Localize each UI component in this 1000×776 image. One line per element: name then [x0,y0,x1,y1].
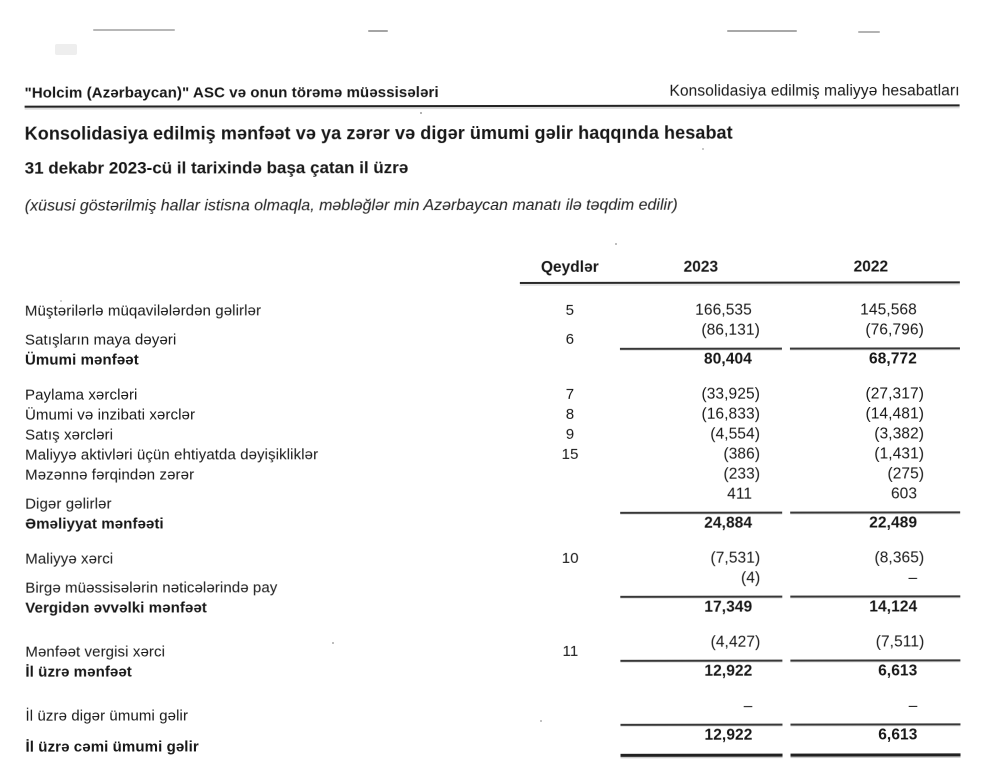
row-label: Birgə müəssisələrin nəticələrində pay [25,579,278,597]
row-label: İl üzrə mənfəət [25,663,132,681]
value-2023: (86,131) [619,320,782,350]
value-2022: (3,382) [874,425,925,443]
row-label: İl üzrə cəmi ümumi gəlir [25,738,199,756]
table-row: Satışların maya dəyəri 6 (86,131) (76,79… [25,320,960,350]
value-2022: – [790,568,961,598]
table-row: Müştərilərlə müqavilələrdən gəlirlər 5 1… [25,300,960,321]
value-2022: 6,613 [790,725,961,757]
table-header-columns: Qeydlər 2023 2022 [519,258,960,284]
note-ref: 15 [561,445,579,463]
note-ref [520,706,620,726]
value-2023: (33,925) [701,385,761,403]
currency-note: (xüsusi göstərilmiş hallar istisna olmaq… [24,196,678,215]
value-2023: (4) [620,568,783,598]
period-line: 31 dekabr 2023-cü il tarixində başa çata… [24,158,409,178]
row-label: Satış xərcləri [25,426,114,444]
value-2023: 24,884 [704,514,753,532]
table-row: Birgə müəssisələrin nəticələrində pay (4… [25,568,961,598]
row-label: Vergidən əvvəlki mənfəət [25,599,207,617]
note-ref [520,350,620,370]
table-header-row: Qeydlər 2023 2022 [25,258,960,284]
table-row: İl üzrə digər ümumi gəlir – – [25,696,961,726]
note-ref [520,494,620,514]
table-row: Məzənnə fərqindən zərər (233) (275) [25,464,960,485]
row-label: Ümumi mənfəət [24,351,139,369]
value-2023: (4,554) [710,425,761,443]
value-2023: 411 [620,484,783,514]
table-body: Müştərilərlə müqavilələrdən gəlirlər 5 1… [25,300,961,757]
note-ref [520,465,620,485]
table-row: Mənfəət vergisi xərci 11 (4,427) (7,511) [25,632,961,662]
table-row: Maliyyə aktivləri üçün ehtiyatda dəyişik… [25,444,960,465]
note-ref [520,514,620,534]
value-2022: (76,796) [789,320,960,350]
table-row: Satış xərcləri 9 (4,554) (3,382) [25,424,960,445]
value-2023: – [620,696,783,726]
value-2023: 17,349 [704,598,753,616]
value-2022: (1,431) [874,445,925,463]
note-ref: 9 [565,425,575,443]
column-header-2023: 2023 [683,258,719,276]
table-row: Ümumi və inzibati xərclər 8 (16,833) (14… [25,404,960,425]
company-name: "Holcim (Azərbaycan)" ASC və onun törəmə… [24,84,439,102]
value-2023: 166,535 [695,301,752,319]
column-header-2022: 2022 [853,258,889,276]
value-2023: 12,922 [620,725,783,757]
value-2022: 603 [790,484,961,514]
value-2022: (7,511) [790,632,961,662]
value-2023: (233) [723,465,761,483]
table-row: İl üzrə mənfəət 12,922 6,613 [25,661,960,682]
row-label: Məzənnə fərqindən zərər [25,466,195,484]
value-2022: 6,613 [878,662,918,680]
value-2022: 14,124 [869,598,918,616]
row-label: Digər gəlirlər [25,495,112,513]
table-row: Paylama xərcləri 7 (33,925) (27,317) [25,384,960,405]
table-row: Ümumi mənfəət 80,404 68,772 [25,349,960,370]
row-label: Satışların maya dəyəri [24,331,177,349]
report-type-header: Konsolidasiya edilmiş maliyyə hesabatlar… [669,82,960,100]
table-header-spacer [25,259,520,285]
table-row: İl üzrə cəmi ümumi gəlir 12,922 6,613 [25,725,961,757]
value-2022: 22,489 [869,514,918,532]
value-2022: 68,772 [868,350,917,368]
note-ref: 10 [561,549,579,567]
note-ref: 5 [565,301,575,319]
value-2022: (27,317) [865,385,925,403]
value-2022: – [790,696,961,726]
table-row: Vergidən əvvəlki mənfəət 17,349 14,124 [25,597,960,618]
row-label: Müştərilərlə müqavilələrdən gəlirlər [24,302,262,320]
row-label: Maliyyə xərci [25,550,114,568]
row-label: Ümumi və inzibati xərclər [25,406,196,424]
page-title: Konsolidasiya edilmiş mənfəət və ya zərə… [24,122,733,144]
row-label: Mənfəət vergisi xərci [25,643,166,661]
note-ref: 8 [565,405,575,423]
value-2022: 145,568 [860,301,917,319]
value-2023: 12,922 [704,662,753,680]
row-label: Əməliyyat mənfəəti [25,515,164,533]
table-row: Digər gəlirlər 411 603 [25,484,961,514]
note-ref [520,598,620,618]
note-ref: 6 [565,330,575,348]
note-ref: 11 [562,642,579,660]
value-2023: (386) [723,445,761,463]
note-ref [520,578,620,598]
value-2022: (275) [887,465,925,483]
value-2023: 80,404 [703,350,752,368]
value-2023: (4,427) [620,632,783,662]
value-2023: (7,531) [710,549,761,567]
document-header: "Holcim (Azərbaycan)" ASC və onun törəmə… [24,82,960,108]
note-ref: 7 [565,385,575,403]
value-2022: (14,481) [865,405,925,423]
table-row: Əməliyyat mənfəəti 24,884 22,489 [25,513,960,534]
row-label: İl üzrə digər ümumi gəlir [25,707,189,725]
note-ref [520,662,620,682]
note-ref [520,737,620,757]
table-row: Maliyyə xərci 10 (7,531) (8,365) [25,548,960,569]
row-label: Paylama xərcləri [24,386,138,404]
row-label: Maliyyə aktivləri üçün ehtiyatda dəyişik… [25,446,319,464]
column-header-notes: Qeydlər [540,258,599,276]
value-2022: (8,365) [874,549,925,567]
value-2023: (16,833) [701,405,761,423]
